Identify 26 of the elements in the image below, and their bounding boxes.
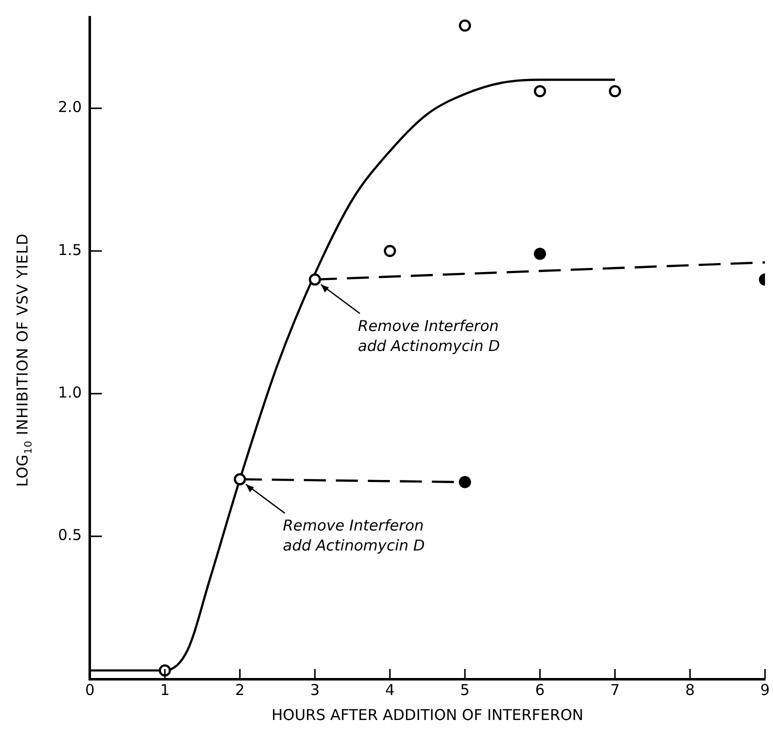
point <box>534 248 546 260</box>
x-tick-label: 8 <box>685 680 695 699</box>
point <box>458 476 472 488</box>
point <box>608 85 622 98</box>
annotation: Remove Interferon add Actinomycin D <box>282 516 425 555</box>
point <box>384 244 396 258</box>
point <box>234 473 246 486</box>
point <box>308 273 322 286</box>
x-tick-label: 5 <box>460 680 470 699</box>
x-tick-label: 7 <box>610 680 620 699</box>
x-tick-label: 3 <box>310 680 320 699</box>
x-tick-label: 0 <box>85 680 95 699</box>
y-tick-label: 1.0 <box>58 384 82 402</box>
point <box>158 664 171 677</box>
point <box>534 85 546 98</box>
x-tick-label: 9 <box>760 680 770 699</box>
x-tick-label: 4 <box>385 680 395 699</box>
x-tick-label: 2 <box>235 680 245 699</box>
x-tick-label: 1 <box>160 680 170 699</box>
x-tick-label: 6 <box>535 680 545 699</box>
point <box>458 19 472 32</box>
y-tick-label: 2.0 <box>58 98 82 116</box>
y-tick-label: 1.5 <box>58 240 82 259</box>
x-axis-title: HOURS AFTER ADDITION OF INTERFERON <box>271 706 584 724</box>
annotation: Remove Interferon add Actinomycin D <box>358 316 500 355</box>
y-tick-label: 0.5 <box>58 526 82 544</box>
